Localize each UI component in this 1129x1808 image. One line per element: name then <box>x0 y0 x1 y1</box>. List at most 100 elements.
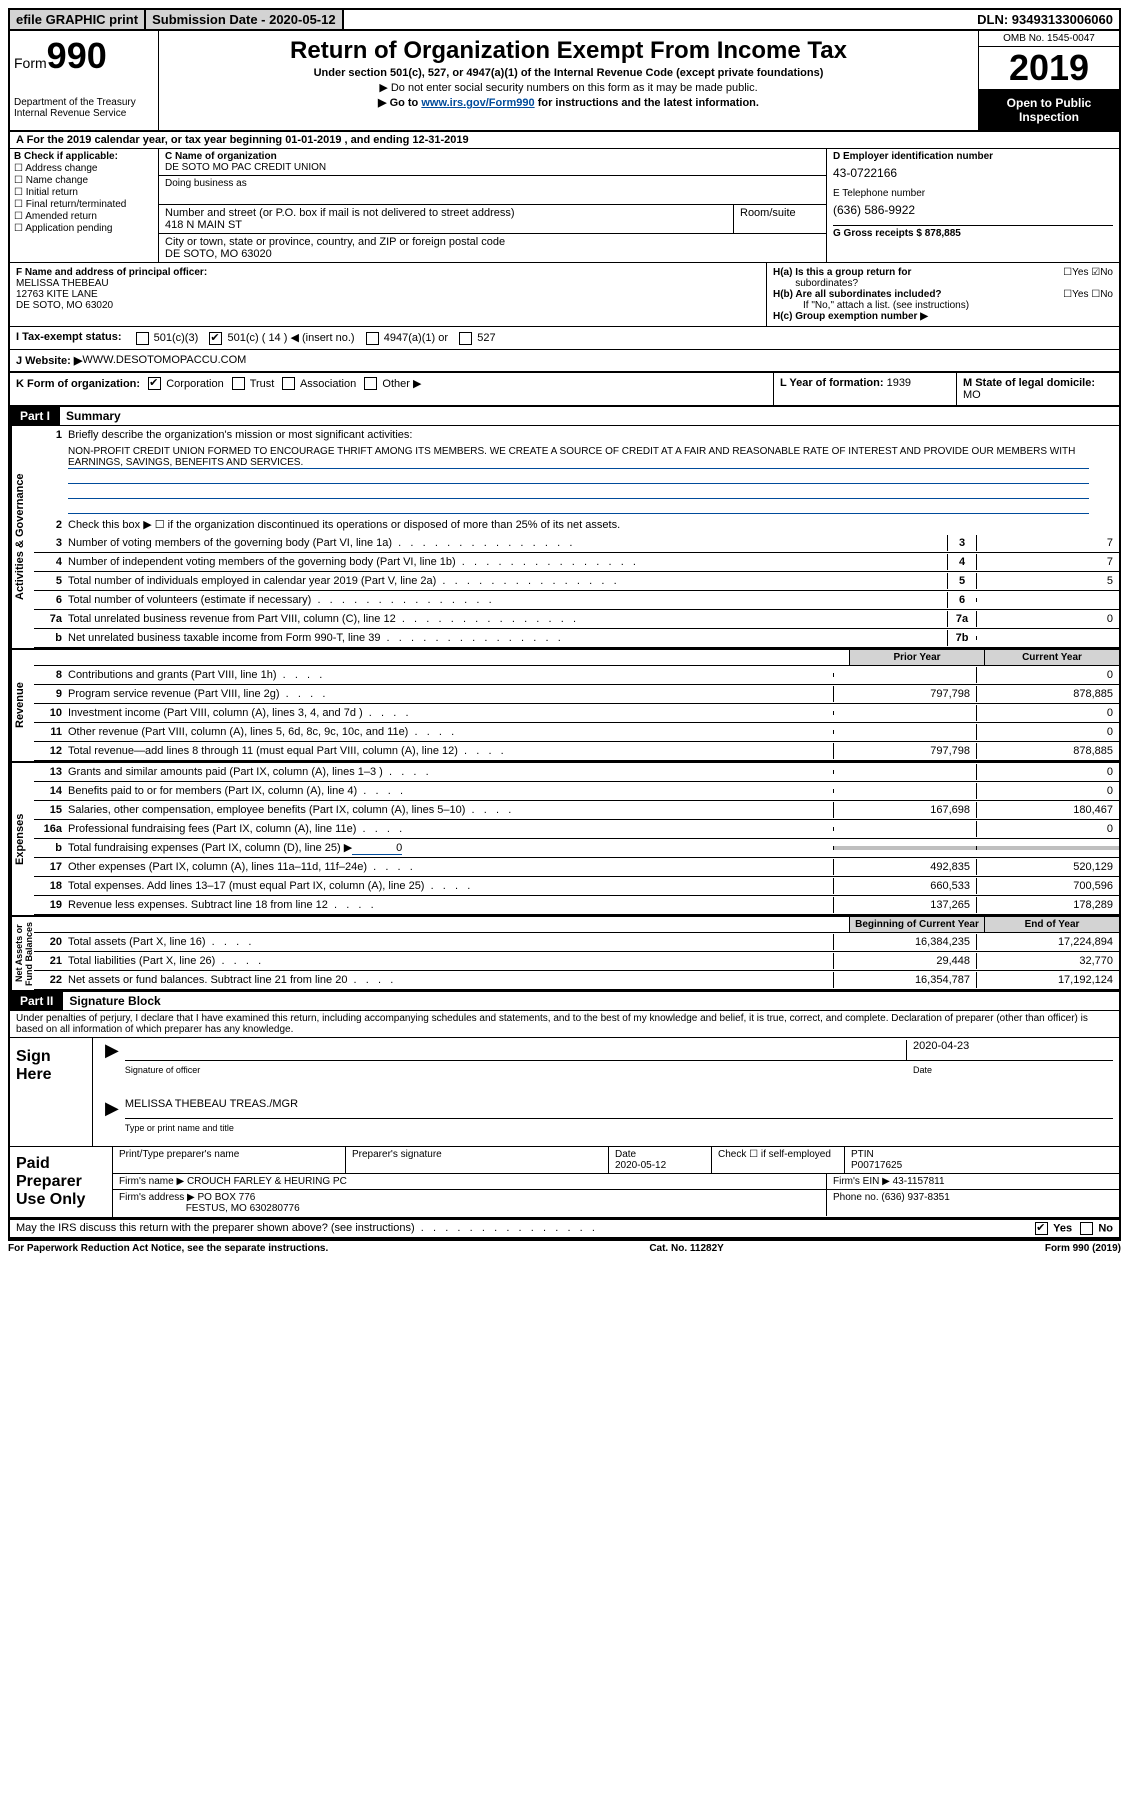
discuss-yesno: Yes No <box>1033 1222 1113 1235</box>
room-suite: Room/suite <box>734 205 826 233</box>
website-url[interactable]: WWW.DESOTOMOPACCU.COM <box>82 354 246 367</box>
check-self[interactable]: Check ☐ if self-employed <box>712 1147 845 1173</box>
row-j: J Website: ▶ WWW.DESOTOMOPACCU.COM <box>10 350 1119 373</box>
line-6: 6Total number of volunteers (estimate if… <box>34 591 1119 610</box>
revenue-block: Revenue Prior Year Current Year 8Contrib… <box>10 650 1119 763</box>
chk-address[interactable]: ☐ Address change <box>14 163 154 174</box>
part2-title: Signature Block <box>63 992 166 1010</box>
irs-label: Internal Revenue Service <box>14 108 154 119</box>
line-3: 3Number of voting members of the governi… <box>34 534 1119 553</box>
discuss-label: May the IRS discuss this return with the… <box>16 1222 415 1235</box>
sig-officer-field[interactable] <box>125 1040 906 1061</box>
city-label: City or town, state or province, country… <box>165 236 505 248</box>
line16b-py <box>833 846 976 850</box>
discuss-row: May the IRS discuss this return with the… <box>10 1219 1119 1239</box>
form-subtitle: Under section 501(c), 527, or 4947(a)(1)… <box>163 67 974 79</box>
netassets-content: Beginning of Current Year End of Year 20… <box>34 917 1119 990</box>
chk-assoc[interactable] <box>282 377 295 390</box>
chk-trust[interactable] <box>232 377 245 390</box>
m-label: M State of legal domicile: <box>963 377 1095 389</box>
line16b-cy <box>976 846 1119 850</box>
hb-label: H(b) Are all subordinates included? <box>773 289 942 300</box>
part2-header: Part II <box>10 992 63 1010</box>
top-bar: efile GRAPHIC print Submission Date - 20… <box>10 10 1119 31</box>
part1-title: Summary <box>60 407 127 425</box>
sig-officer-row: ▶ 2020-04-23 <box>93 1038 1119 1063</box>
sign-content: ▶ 2020-04-23 ▶ Signature of officer Date… <box>93 1038 1119 1146</box>
chk-final[interactable]: ☐ Final return/terminated <box>14 199 154 210</box>
line-10: 10Investment income (Part VIII, column (… <box>34 704 1119 723</box>
firm-addr2: FESTUS, MO 630280776 <box>186 1203 300 1214</box>
netassets-block: Net Assets orFund Balances Beginning of … <box>10 917 1119 992</box>
prior-year-header: Prior Year <box>849 650 984 665</box>
discuss-yes[interactable] <box>1035 1222 1048 1235</box>
ag-content: 1 Briefly describe the organization's mi… <box>34 426 1119 648</box>
d-label: D Employer identification number <box>833 151 993 162</box>
tax-year: 2019 <box>979 47 1119 90</box>
prep-row1: Print/Type preparer's name Preparer's si… <box>113 1147 1119 1174</box>
part1-header-row: Part I Summary <box>10 407 1119 426</box>
side-expenses: Expenses <box>10 763 34 915</box>
chk-501c[interactable] <box>209 332 222 345</box>
chk-501c3[interactable] <box>136 332 149 345</box>
part1-header: Part I <box>10 407 60 425</box>
efile-label: efile GRAPHIC print <box>10 10 144 29</box>
chk-name[interactable]: ☐ Name change <box>14 175 154 186</box>
officer-addr2: DE SOTO, MO 63020 <box>16 300 113 311</box>
discuss-no[interactable] <box>1080 1222 1093 1235</box>
omb-number: OMB No. 1545-0047 <box>979 31 1119 47</box>
side-ag: Activities & Governance <box>10 426 34 648</box>
sign-here-label: Sign Here <box>10 1038 93 1146</box>
col-b: B Check if applicable: ☐ Address change … <box>10 149 159 262</box>
l-year: L Year of formation: 1939 <box>774 373 957 405</box>
c-name-label: C Name of organization <box>165 151 277 162</box>
header-right: OMB No. 1545-0047 2019 Open to Public In… <box>978 31 1119 130</box>
k-form-org: K Form of organization: Corporation Trus… <box>10 373 774 405</box>
ha-yesno: ☐Yes ☑No <box>1063 267 1113 278</box>
row-k: K Form of organization: Corporation Trus… <box>10 373 1119 407</box>
rev-lines: 8Contributions and grants (Part VIII, li… <box>34 666 1119 761</box>
line16b-desc: Total fundraising expenses (Part IX, col… <box>68 839 833 857</box>
line-18: 18Total expenses. Add lines 13–17 (must … <box>34 877 1119 896</box>
chk-other[interactable] <box>364 377 377 390</box>
line1: 1 Briefly describe the organization's mi… <box>34 426 1119 444</box>
city-val: DE SOTO, MO 63020 <box>165 248 272 260</box>
line-8: 8Contributions and grants (Part VIII, li… <box>34 666 1119 685</box>
line-11: 11Other revenue (Part VIII, column (A), … <box>34 723 1119 742</box>
mission-blank3 <box>68 499 1089 514</box>
row-a-tax-year: A For the 2019 calendar year, or tax yea… <box>10 132 1119 149</box>
city-row: City or town, state or province, country… <box>159 234 826 262</box>
ein-value: 43-0722166 <box>833 166 1113 180</box>
form-title: Return of Organization Exempt From Incom… <box>163 37 974 65</box>
revenue-content: Prior Year Current Year 8Contributions a… <box>34 650 1119 761</box>
street-row: Number and street (or P.O. box if mail i… <box>159 205 826 234</box>
irs-link[interactable]: www.irs.gov/Form990 <box>421 97 534 109</box>
row-i: I Tax-exempt status: 501(c)(3) 501(c) ( … <box>10 327 1119 350</box>
sign-here-row: Sign Here ▶ 2020-04-23 ▶ Signature of of… <box>10 1038 1119 1147</box>
activities-governance: Activities & Governance 1 Briefly descri… <box>10 426 1119 650</box>
na-lines: 20Total assets (Part X, line 16)16,384,2… <box>34 933 1119 990</box>
ha-label: H(a) Is this a group return for <box>773 267 911 278</box>
chk-corp[interactable] <box>148 377 161 390</box>
f-label: F Name and address of principal officer: <box>16 267 207 278</box>
chk-4947[interactable] <box>366 332 379 345</box>
prep-sig-label: Preparer's signature <box>346 1147 609 1173</box>
officer-addr1: 12763 KITE LANE <box>16 289 98 300</box>
chk-527[interactable] <box>459 332 472 345</box>
chk-amended[interactable]: ☐ Amended return <box>14 211 154 222</box>
m-state: M State of legal domicile: MO <box>957 373 1119 405</box>
chk-initial[interactable]: ☐ Initial return <box>14 187 154 198</box>
arrow-icon: ▶ <box>99 1040 125 1061</box>
firm-ein-cell: Firm's EIN ▶ 43-1157811 <box>827 1174 1119 1189</box>
j-label: J Website: ▶ <box>16 354 82 367</box>
line-9: 9Program service revenue (Part VIII, lin… <box>34 685 1119 704</box>
chk-pending[interactable]: ☐ Application pending <box>14 223 154 234</box>
firm-ein: 43-1157811 <box>893 1176 945 1187</box>
g-gross-block: G Gross receipts $ 878,885 <box>833 225 1113 239</box>
hb-row: H(b) Are all subordinates included? ☐Yes… <box>773 289 1113 300</box>
paperwork-notice: For Paperwork Reduction Act Notice, see … <box>8 1243 328 1254</box>
note2-post: for instructions and the latest informat… <box>535 97 759 109</box>
prep-date: Date2020-05-12 <box>609 1147 712 1173</box>
line2-desc: Check this box ▶ ☐ if the organization d… <box>68 516 1119 533</box>
expenses-block: Expenses 13Grants and similar amounts pa… <box>10 763 1119 917</box>
